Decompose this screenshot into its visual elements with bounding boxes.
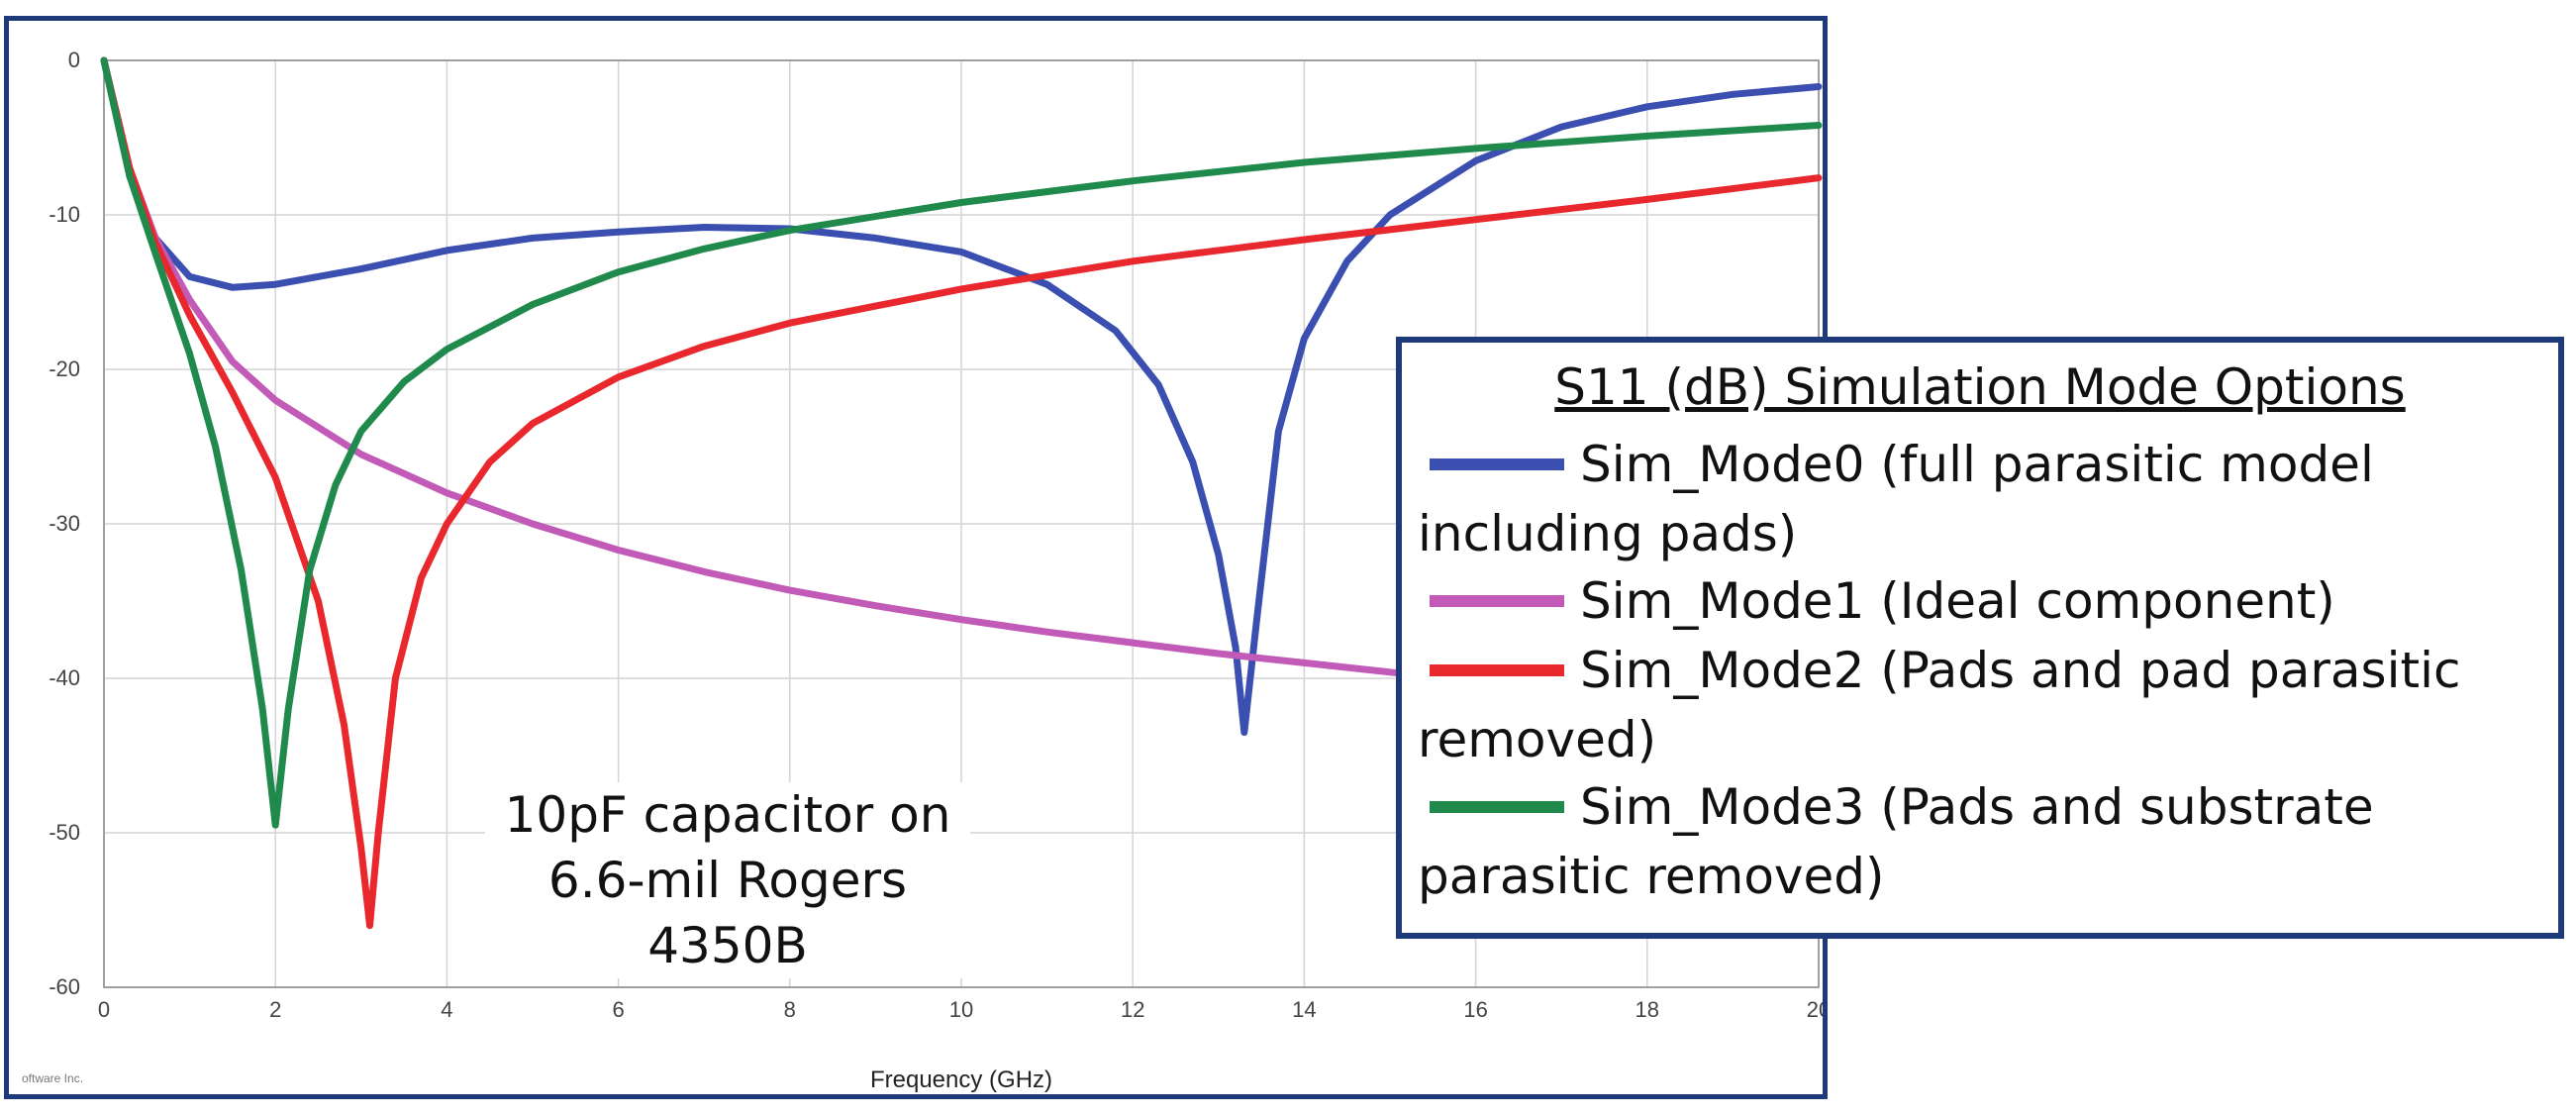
legend-entry-sim-mode3: Sim_Mode3 (Pads and substrate parasitic …: [1418, 772, 2546, 911]
y-tick-label: -60: [49, 974, 80, 999]
footer-credit: oftware Inc.: [22, 1071, 84, 1085]
x-tick-label: 10: [949, 997, 973, 1022]
series-line-sim-mode2: [100, 56, 1823, 930]
annotation-line-1: 10pF capacitor on: [504, 786, 951, 844]
legend-swatch-sim-mode2: [1430, 663, 1564, 676]
legend-label-sim-mode3-line1: Sim_Mode3 (Pads and substrate: [1580, 778, 2374, 836]
y-tick-label: -50: [49, 820, 80, 845]
x-tick-label: 0: [98, 997, 110, 1022]
series-line-sim-mode0: [100, 56, 1823, 737]
legend-entry-sim-mode1: Sim_Mode1 (Ideal component): [1418, 566, 2546, 636]
legend-entry-sim-mode0: Sim_Mode0 (full parasitic model includin…: [1418, 430, 2546, 568]
series-line-sim-mode3: [100, 56, 1823, 829]
x-axis-label: Frequency (GHz): [870, 1066, 1052, 1093]
legend-swatch-sim-mode3: [1430, 800, 1564, 813]
x-tick-label: 16: [1463, 997, 1487, 1022]
annotation-line-2: 6.6-mil Rogers 4350B: [547, 852, 908, 974]
legend-swatch-sim-mode0: [1430, 457, 1564, 470]
y-tick-label: 0: [68, 48, 80, 72]
legend-label-sim-mode0-line1: Sim_Mode0 (full parasitic model: [1580, 436, 2374, 493]
y-tick-label: -20: [49, 356, 80, 381]
chart-annotation: 10pF capacitor on 6.6-mil Rogers 4350B: [485, 782, 970, 978]
legend-box: S11 (dB) Simulation Mode Options Sim_Mod…: [1396, 337, 2564, 939]
legend-label-sim-mode2-line2: removed): [1418, 711, 1657, 768]
y-tick-label: -30: [49, 511, 80, 536]
legend-label-sim-mode3-line2: parasitic removed): [1418, 848, 1885, 905]
x-tick-label: 18: [1635, 997, 1659, 1022]
x-tick-label: 14: [1292, 997, 1316, 1022]
legend-title: S11 (dB) Simulation Mode Options: [1554, 358, 2406, 416]
y-tick-label: -10: [49, 202, 80, 227]
x-tick-label: 8: [784, 997, 796, 1022]
x-tick-label: 4: [441, 997, 452, 1022]
x-tick-label: 2: [269, 997, 281, 1022]
series-layer: [100, 56, 1823, 930]
legend-label-sim-mode1: Sim_Mode1 (Ideal component): [1580, 572, 2335, 630]
legend-label-sim-mode2-line1: Sim_Mode2 (Pads and pad parasitic: [1580, 642, 2461, 699]
x-tick-label: 6: [612, 997, 624, 1022]
legend-entry-sim-mode2: Sim_Mode2 (Pads and pad parasitic remove…: [1418, 636, 2546, 774]
legend-swatch-sim-mode1: [1430, 594, 1564, 607]
legend-label-sim-mode0-line2: including pads): [1418, 505, 1798, 562]
series-line-sim-mode1: [100, 56, 1437, 680]
x-tick-label: 12: [1121, 997, 1144, 1022]
x-tick-label: 20: [1807, 997, 1823, 1022]
axis-layer: 0 2 4 6 8 10 12 14 16 18 20 0 -10 -20 -30 -40 -50 -60: [49, 48, 1823, 1022]
y-tick-label: -40: [49, 665, 80, 690]
